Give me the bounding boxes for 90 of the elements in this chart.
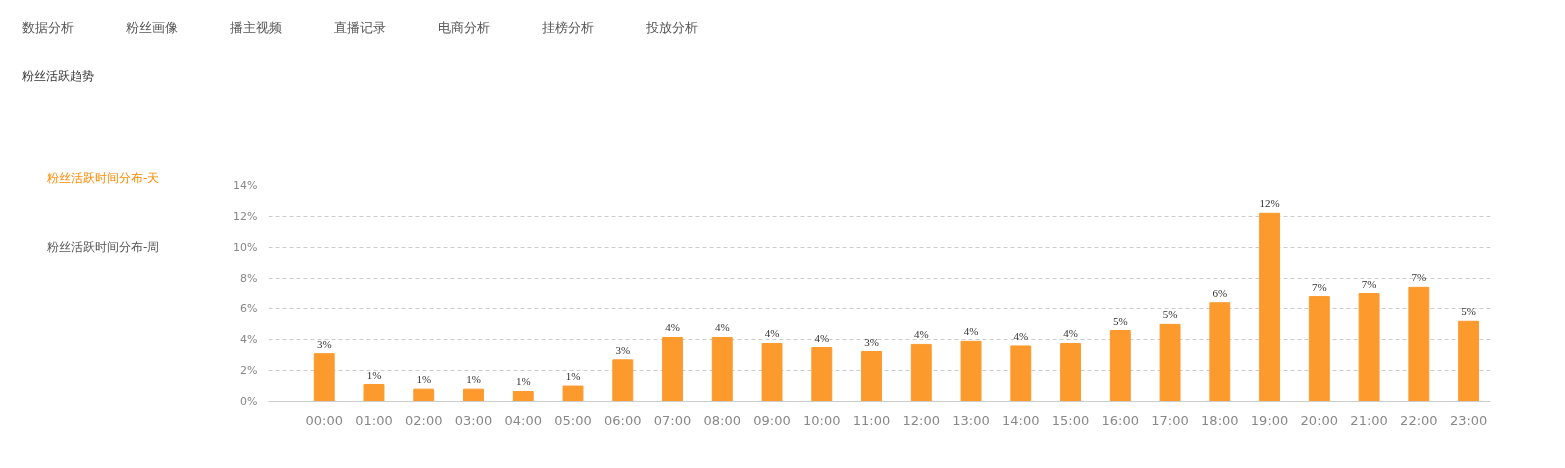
data-label: 4% <box>963 325 979 338</box>
y-tick-label: 14% <box>233 179 258 192</box>
x-tick-label: 12:00 <box>902 412 941 428</box>
x-tick-label: 14:00 <box>1002 412 1040 428</box>
bar <box>1259 212 1281 402</box>
bar <box>662 336 683 402</box>
bar <box>1458 320 1480 402</box>
data-label: 3% <box>615 343 631 356</box>
x-tick-label: 02:00 <box>405 412 443 428</box>
data-label: 4% <box>764 327 780 340</box>
x-tick-label: 07:00 <box>653 412 692 428</box>
y-tick-label: 6% <box>240 302 258 316</box>
bar <box>1159 323 1181 402</box>
bar <box>861 351 882 402</box>
text: 粉丝画像 <box>126 19 179 37</box>
x-tick-label: 11:00 <box>852 412 891 428</box>
x-tick-label: 16:00 <box>1101 412 1140 428</box>
x-tick-label: 06:00 <box>604 412 642 428</box>
bar <box>463 388 484 402</box>
data-label: 5% <box>1162 308 1178 321</box>
data-label: 4% <box>1063 327 1078 340</box>
x-tick-label: 18:00 <box>1201 412 1239 428</box>
bar <box>1209 302 1231 402</box>
bar <box>1060 342 1082 402</box>
data-label: 1% <box>366 368 382 381</box>
bar <box>512 390 534 402</box>
data-label: 7% <box>1312 280 1327 293</box>
text: 粉丝活跃时间分布-天 <box>46 170 160 187</box>
y-tick-label: 10% <box>233 240 258 254</box>
x-tick-label: 23:00 <box>1449 412 1488 428</box>
data-label: 5% <box>1461 305 1476 318</box>
text: 播主视频 <box>230 19 283 37</box>
data-label: 12% <box>1259 197 1280 210</box>
bar <box>313 353 335 402</box>
bar <box>1408 286 1430 402</box>
bar <box>562 385 584 402</box>
data-label: 4% <box>913 328 929 341</box>
x-tick-label: 09:00 <box>753 412 791 428</box>
bar <box>711 336 733 402</box>
bar <box>960 340 982 402</box>
data-label: 4% <box>665 321 680 334</box>
x-tick-label: 03:00 <box>454 412 493 428</box>
bar <box>1109 330 1131 402</box>
data-label: 4% <box>714 321 730 334</box>
y-tick-label: 4% <box>240 333 258 347</box>
text: 数据分析 <box>22 19 75 37</box>
x-tick-label: 22:00 <box>1400 412 1438 428</box>
bar <box>363 384 385 402</box>
y-tick-label: 8% <box>240 271 258 285</box>
data-label: 3% <box>316 337 332 350</box>
text: 挂榜分析 <box>542 19 595 37</box>
x-tick-label: 19:00 <box>1250 412 1289 428</box>
bar <box>910 343 932 402</box>
x-tick-label: 15:00 <box>1051 412 1090 428</box>
data-label: 7% <box>1411 271 1427 284</box>
y-tick-label: 12% <box>233 209 258 223</box>
text: 投放分析 <box>646 19 699 37</box>
x-tick-label: 17:00 <box>1151 412 1189 428</box>
bar <box>1010 345 1032 402</box>
x-tick-label: 10:00 <box>803 412 841 428</box>
data-label: 1% <box>416 373 432 386</box>
text: 直播记录 <box>334 19 387 37</box>
data-label: 7% <box>1361 277 1377 290</box>
bar <box>811 347 833 402</box>
x-tick-label: 01:00 <box>355 412 393 428</box>
text: 粉丝活跃趋势 <box>21 67 95 85</box>
x-tick-label: 21:00 <box>1350 412 1388 428</box>
y-tick-label: 0% <box>240 395 258 408</box>
bar <box>413 388 435 402</box>
data-label: 4% <box>1013 329 1029 342</box>
bar <box>612 359 634 402</box>
data-label: 1% <box>466 373 481 386</box>
bar <box>761 342 783 402</box>
data-label: 6% <box>1212 286 1228 299</box>
text: 粉丝活跃时间分布-周 <box>46 239 160 257</box>
x-tick-label: 20:00 <box>1300 412 1339 428</box>
data-label: 1% <box>515 375 531 388</box>
x-tick-label: 13:00 <box>952 412 990 428</box>
x-tick-label: 04:00 <box>504 412 542 428</box>
data-label: 4% <box>814 331 830 344</box>
x-tick-label: 00:00 <box>305 412 343 428</box>
data-label: 3% <box>864 335 879 348</box>
text: 电商分析 <box>438 19 491 37</box>
x-tick-label: 08:00 <box>703 412 742 428</box>
x-tick-label: 05:00 <box>554 412 592 428</box>
data-label: 5% <box>1112 314 1128 327</box>
bar <box>1358 293 1380 402</box>
y-tick-label: 2% <box>240 364 258 378</box>
bar <box>1308 296 1330 402</box>
data-label: 1% <box>565 370 581 383</box>
